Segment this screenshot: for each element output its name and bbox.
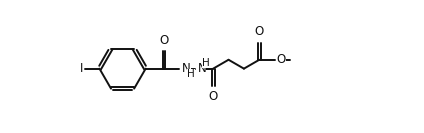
Text: H: H xyxy=(187,69,195,79)
Text: O: O xyxy=(159,34,169,47)
Text: N: N xyxy=(182,62,191,75)
Text: O: O xyxy=(277,53,286,66)
Text: N: N xyxy=(198,62,206,75)
Text: H: H xyxy=(202,58,210,68)
Text: O: O xyxy=(255,25,264,38)
Text: I: I xyxy=(80,62,83,75)
Text: O: O xyxy=(209,90,218,103)
